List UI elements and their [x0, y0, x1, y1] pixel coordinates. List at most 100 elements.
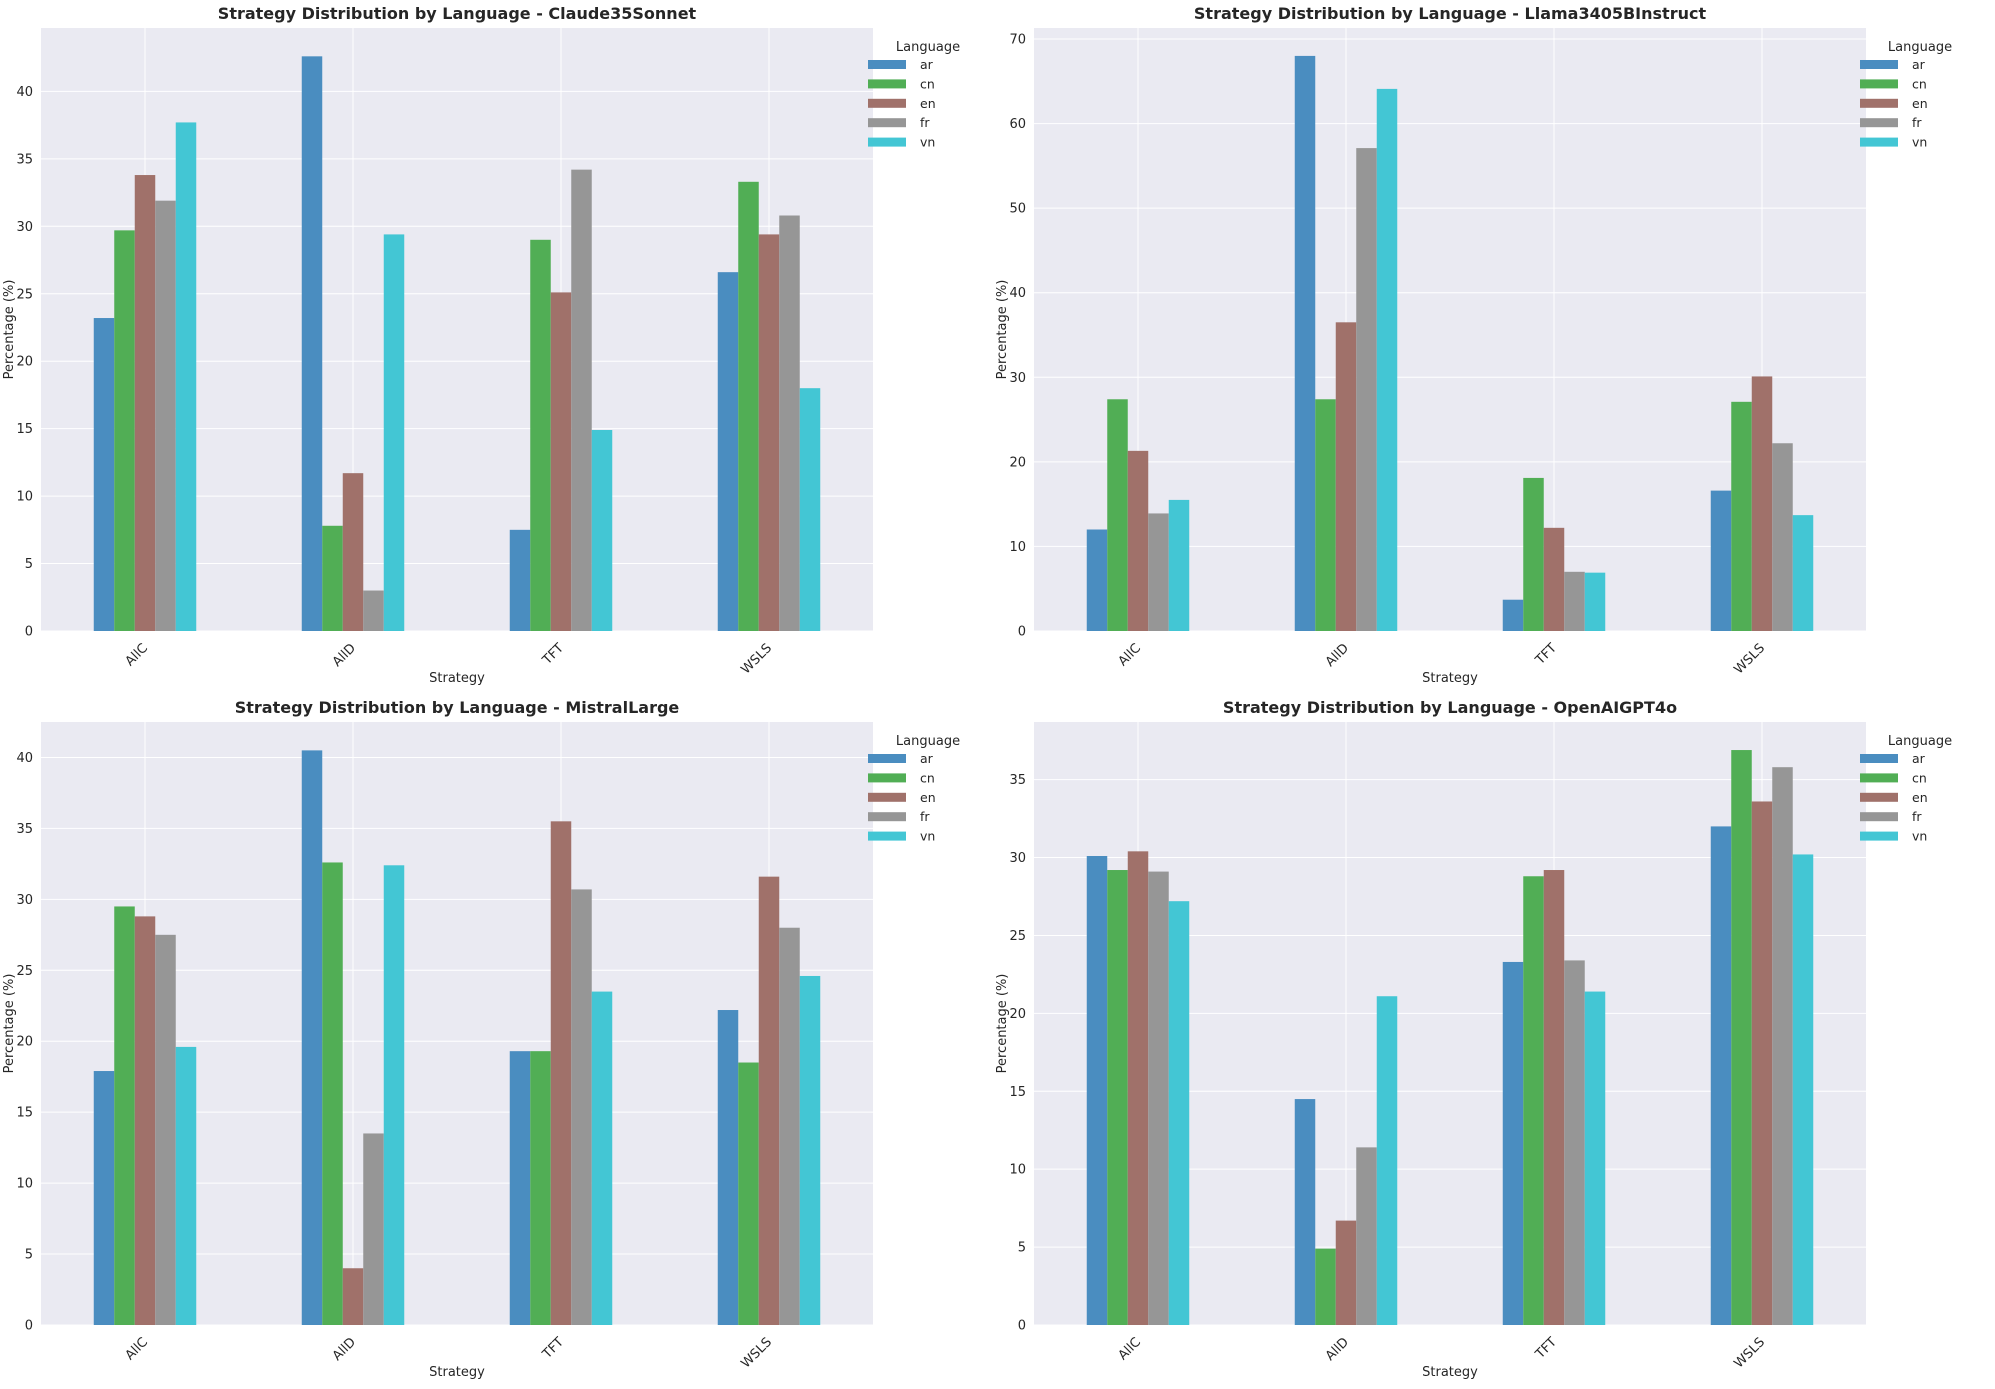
- bar-vn-wsls: [1792, 854, 1814, 1325]
- bar-en-allc: [134, 175, 156, 632]
- bar-cn-alld: [1315, 1248, 1336, 1325]
- bar-en-wsls: [1751, 801, 1773, 1325]
- bar-ar-wsls: [717, 272, 739, 631]
- y-tick-label: 0: [1018, 625, 1026, 640]
- legend: Language ar cn en fr vn: [1860, 40, 1952, 150]
- y-tick-label: 50: [1009, 202, 1026, 217]
- y-tick-label: 30: [16, 220, 33, 235]
- y-tick-label: 10: [16, 1177, 33, 1192]
- bar-vn-alld: [1376, 88, 1398, 631]
- bar-fr-allc: [1148, 871, 1169, 1325]
- x-tick-label: TFT: [1532, 1335, 1560, 1363]
- bar-fr-tft: [1564, 960, 1585, 1325]
- bar-vn-allc: [175, 122, 197, 632]
- x-tick-label: TFT: [1532, 641, 1560, 669]
- y-tick-label: 20: [1009, 1007, 1026, 1022]
- legend-label-cn: cn: [1912, 76, 1927, 91]
- legend-title: Language: [896, 734, 960, 749]
- bar-fr-allc: [155, 934, 176, 1325]
- legend-swatch-cn: [1860, 773, 1898, 783]
- bar-vn-allc: [1168, 499, 1190, 631]
- legend: Language ar cn en fr vn: [868, 40, 960, 150]
- legend-title: Language: [896, 40, 960, 55]
- legend-swatch-en: [1860, 792, 1898, 802]
- bar-fr-tft: [571, 889, 592, 1325]
- bar-en-tft: [1543, 870, 1565, 1325]
- bar-en-alld: [1335, 322, 1357, 631]
- x-tick-label: WSLS: [739, 1335, 775, 1371]
- bar-cn-wsls: [1731, 750, 1752, 1325]
- bar-fr-allc: [1148, 513, 1169, 631]
- bar-ar-wsls: [1710, 490, 1732, 631]
- legend-label-cn: cn: [1912, 770, 1927, 785]
- legend-label-en: en: [1912, 790, 1928, 805]
- chart-panel-3: 0 5 10 15 20 25 30 35 40 AllC AllD TFT WSLS Strategy …: [2, 698, 960, 1380]
- bar-vn-wsls: [799, 388, 821, 631]
- x-tick-label: WSLS: [1732, 1335, 1768, 1371]
- bar-ar-allc: [93, 1071, 115, 1325]
- bar-en-wsls: [1751, 376, 1773, 631]
- chart-panel-1: 0 5 10 15 20 25 30 35 40 AllC AllD TFT WSLS Strategy …: [2, 4, 960, 686]
- bar-cn-wsls: [1731, 401, 1752, 631]
- y-tick-label: 0: [25, 1319, 33, 1334]
- legend-label-fr: fr: [1912, 809, 1922, 824]
- chart-panel-4: 0 5 10 15 20 25 30 35 AllC AllD TFT WSLS Strategy Di…: [995, 698, 1952, 1380]
- bar-cn-alld: [1315, 399, 1336, 631]
- legend-swatch-cn: [1860, 79, 1898, 89]
- bar-cn-alld: [322, 862, 343, 1325]
- bar-vn-alld: [383, 234, 405, 631]
- y-tick-label: 40: [16, 85, 33, 100]
- legend: Language ar cn en fr vn: [1860, 734, 1952, 844]
- bar-fr-wsls: [779, 927, 800, 1325]
- x-tick-label: AllD: [1323, 1335, 1352, 1364]
- bar-en-tft: [550, 292, 572, 631]
- bar-fr-alld: [1356, 1147, 1377, 1325]
- legend-swatch-cn: [868, 79, 906, 89]
- legend-label-cn: cn: [920, 76, 935, 91]
- bar-vn-wsls: [1792, 515, 1814, 631]
- bar-cn-tft: [1523, 477, 1544, 631]
- bar-cn-tft: [1523, 876, 1544, 1325]
- bar-ar-tft: [1502, 599, 1524, 631]
- legend-swatch-cn: [868, 773, 906, 783]
- legend-label-fr: fr: [920, 115, 930, 130]
- y-tick-label: 5: [1018, 1241, 1026, 1256]
- bar-en-allc: [1127, 450, 1149, 631]
- bar-en-wsls: [758, 234, 780, 631]
- legend-label-en: en: [920, 790, 936, 805]
- y-tick-label: 25: [16, 964, 33, 979]
- legend-swatch-en: [1860, 98, 1898, 108]
- bar-fr-alld: [363, 590, 384, 631]
- x-axis-label: Strategy: [1422, 1365, 1478, 1380]
- bar-ar-alld: [1294, 1099, 1316, 1325]
- y-axis-label: Percentage (%): [995, 280, 1010, 380]
- bar-fr-wsls: [779, 215, 800, 631]
- legend-label-fr: fr: [1912, 115, 1922, 130]
- legend-title: Language: [1888, 40, 1952, 55]
- y-tick-label: 10: [16, 490, 33, 505]
- x-tick-label: TFT: [539, 1335, 567, 1363]
- bar-cn-wsls: [738, 1062, 759, 1325]
- legend-label-vn: vn: [920, 829, 935, 844]
- legend-swatch-ar: [1860, 754, 1898, 763]
- x-tick-label: AllC: [123, 641, 151, 669]
- x-tick-label: AllD: [1323, 641, 1352, 670]
- legend-swatch-vn: [868, 137, 906, 147]
- x-tick-label: AllC: [1116, 1335, 1144, 1363]
- bar-fr-allc: [155, 200, 176, 632]
- x-axis-label: Strategy: [429, 671, 485, 686]
- y-tick-label: 40: [1009, 286, 1026, 301]
- y-tick-label: 0: [25, 625, 33, 640]
- bar-fr-tft: [1564, 571, 1585, 631]
- bar-vn-alld: [383, 865, 405, 1325]
- bar-vn-allc: [175, 1046, 197, 1325]
- bar-ar-alld: [301, 750, 323, 1325]
- y-tick-label: 35: [16, 152, 33, 167]
- legend-swatch-vn: [1860, 137, 1898, 147]
- x-tick-label: TFT: [539, 641, 567, 669]
- y-tick-label: 15: [1009, 1085, 1026, 1100]
- bar-vn-tft: [591, 430, 613, 631]
- bar-vn-tft: [1584, 572, 1606, 631]
- x-tick-label: WSLS: [1732, 641, 1768, 677]
